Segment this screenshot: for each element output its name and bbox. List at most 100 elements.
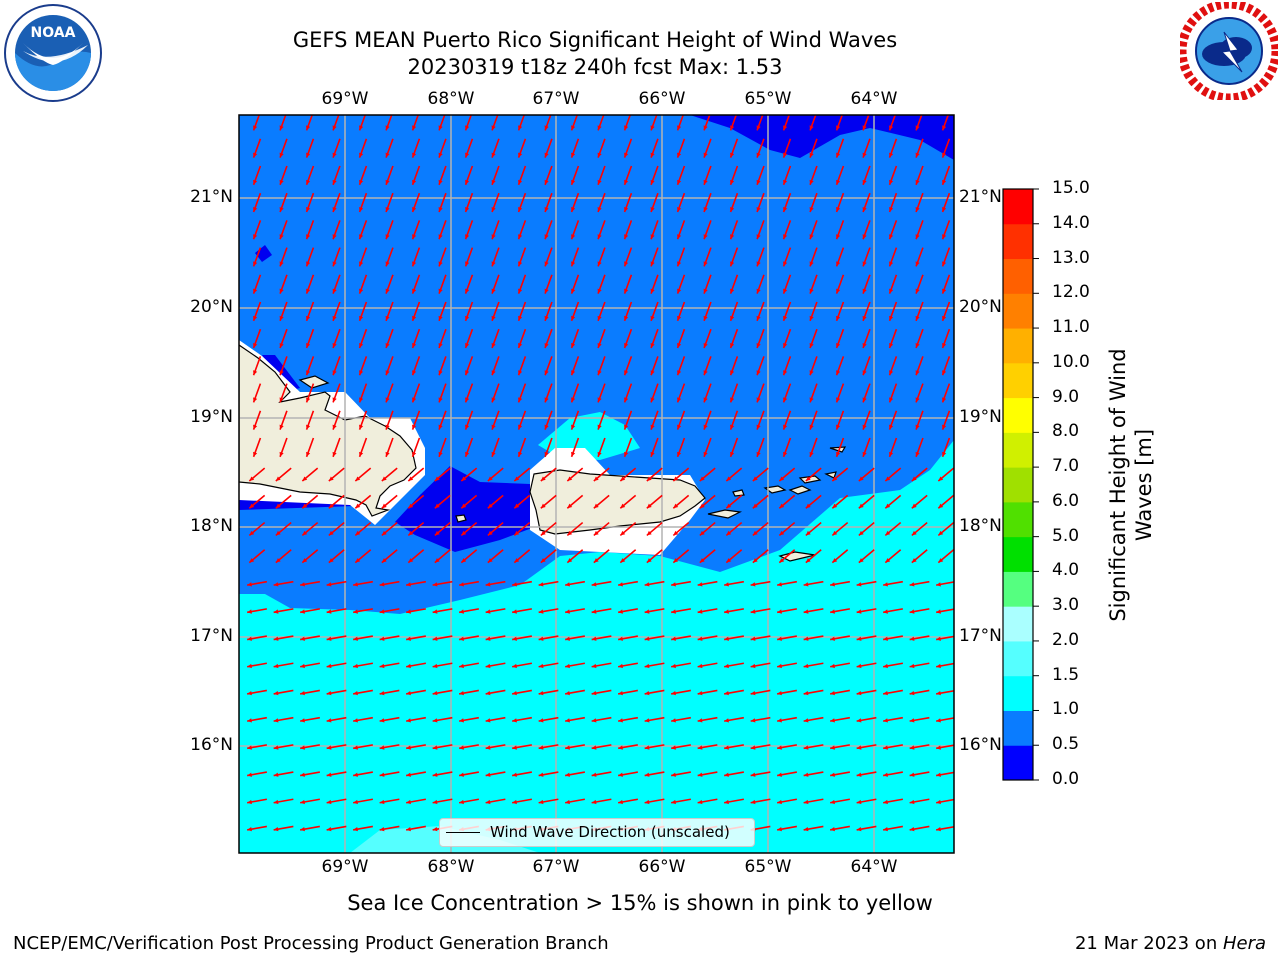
wind-arrow bbox=[379, 635, 400, 641]
wind-arrow bbox=[618, 771, 638, 777]
wind-arrow bbox=[676, 356, 686, 376]
wind-arrow bbox=[883, 798, 903, 805]
wind-arrow bbox=[724, 608, 744, 614]
wind-arrow bbox=[570, 115, 579, 131]
wind-arrow bbox=[729, 192, 739, 213]
wind-arrow bbox=[358, 328, 368, 349]
wind-arrow bbox=[358, 274, 368, 294]
wind-arrow bbox=[459, 771, 479, 777]
wind-arrow bbox=[279, 220, 288, 240]
wind-arrow bbox=[381, 494, 398, 509]
wind-arrow bbox=[650, 328, 659, 349]
wind-arrow bbox=[809, 192, 818, 213]
wind-arrow bbox=[432, 716, 453, 723]
wind-arrow bbox=[676, 301, 686, 322]
wind-arrow bbox=[782, 274, 792, 294]
wind-arrow bbox=[464, 437, 474, 458]
colorbar-tick-label: 2.0 bbox=[1052, 629, 1080, 650]
wind-arrow bbox=[597, 437, 606, 458]
colorbar-bin bbox=[1003, 745, 1033, 781]
wind-arrow bbox=[883, 635, 903, 641]
wind-arrow bbox=[379, 580, 400, 587]
wind-arrow bbox=[434, 521, 451, 537]
wind-arrow bbox=[915, 138, 924, 158]
wind-arrow bbox=[305, 437, 315, 458]
wind-arrow bbox=[756, 437, 765, 458]
wind-arrow bbox=[252, 165, 262, 186]
wind-arrow bbox=[513, 494, 531, 509]
wind-arrow bbox=[544, 356, 553, 376]
wind-arrow bbox=[671, 689, 691, 696]
wind-arrow bbox=[835, 165, 845, 186]
wind-arrow bbox=[247, 662, 267, 669]
wind-arrow bbox=[803, 825, 824, 832]
wind-arrow bbox=[703, 220, 712, 240]
wind-arrow bbox=[703, 301, 712, 322]
wind-arrow bbox=[517, 328, 527, 349]
wind-arrow bbox=[353, 635, 373, 641]
wind-arrow bbox=[570, 247, 580, 267]
wind-arrow bbox=[909, 662, 930, 669]
wind-arrow bbox=[464, 383, 474, 403]
wind-arrow bbox=[305, 115, 314, 131]
sea-ice-note: Sea Ice Concentration > 15% is shown in … bbox=[347, 891, 933, 915]
wind-arrow bbox=[379, 716, 400, 723]
wind-arrow bbox=[911, 494, 928, 509]
wind-arrow bbox=[782, 138, 792, 158]
wind-arrow bbox=[597, 356, 606, 376]
wind-arrow bbox=[911, 549, 928, 564]
wind-arrow bbox=[937, 494, 954, 509]
colorbar-tick-label: 6.0 bbox=[1052, 490, 1080, 511]
wind-arrow bbox=[703, 437, 712, 458]
wind-arrow bbox=[275, 521, 292, 537]
wind-arrow bbox=[438, 247, 447, 267]
wind-arrow bbox=[566, 467, 584, 482]
wind-arrow bbox=[756, 356, 765, 376]
wind-arrow bbox=[540, 467, 557, 482]
wind-arrow bbox=[623, 115, 632, 131]
wind-arrow bbox=[275, 467, 292, 482]
wind-arrow bbox=[406, 744, 426, 750]
wind-arrow bbox=[300, 771, 320, 777]
wind-arrow bbox=[247, 771, 267, 777]
wind-arrow bbox=[305, 220, 315, 240]
wind-arrow bbox=[459, 744, 479, 750]
wind-arrow bbox=[619, 494, 637, 509]
colorbar-tick-label: 12.0 bbox=[1052, 282, 1090, 303]
chart-title: GEFS MEAN Puerto Rico Significant Height… bbox=[292, 28, 898, 52]
wind-arrow bbox=[750, 608, 771, 614]
wind-arrow bbox=[915, 115, 923, 131]
land-turks-caicos bbox=[298, 375, 330, 389]
colorbar-tick-label: 3.0 bbox=[1052, 595, 1080, 616]
wind-arrow bbox=[644, 771, 665, 777]
lon-label-bottom: 64°W bbox=[850, 857, 898, 877]
wind-arrow bbox=[883, 580, 903, 587]
wind-arrow bbox=[782, 301, 792, 322]
wind-arrow bbox=[830, 798, 850, 805]
wind-arrow bbox=[252, 247, 262, 267]
wind-arrow bbox=[941, 328, 951, 349]
wind-arrow bbox=[777, 744, 797, 750]
wind-arrow bbox=[835, 328, 845, 349]
colorbar-tick-label: 8.0 bbox=[1052, 421, 1080, 442]
wind-arrow bbox=[358, 383, 368, 403]
wind-arrow bbox=[411, 220, 421, 240]
wind-arrow bbox=[512, 580, 532, 587]
colorbar-tick-label: 4.0 bbox=[1052, 560, 1080, 581]
wind-arrow bbox=[407, 494, 425, 509]
wind-arrow bbox=[725, 467, 743, 482]
wind-arrow bbox=[379, 744, 400, 750]
wind-arrow bbox=[941, 383, 951, 403]
wind-arrow bbox=[862, 192, 871, 213]
wind-arrow bbox=[699, 494, 716, 509]
wind-arrow bbox=[358, 410, 368, 430]
wind-arrow bbox=[438, 274, 447, 294]
wind-arrow bbox=[248, 467, 266, 482]
wind-arrow bbox=[862, 165, 871, 186]
wind-arrow bbox=[517, 356, 527, 376]
wind-arrow bbox=[672, 467, 690, 482]
wind-arrow bbox=[385, 383, 394, 403]
wind-arrow bbox=[618, 716, 638, 723]
wind-arrow bbox=[487, 467, 504, 482]
